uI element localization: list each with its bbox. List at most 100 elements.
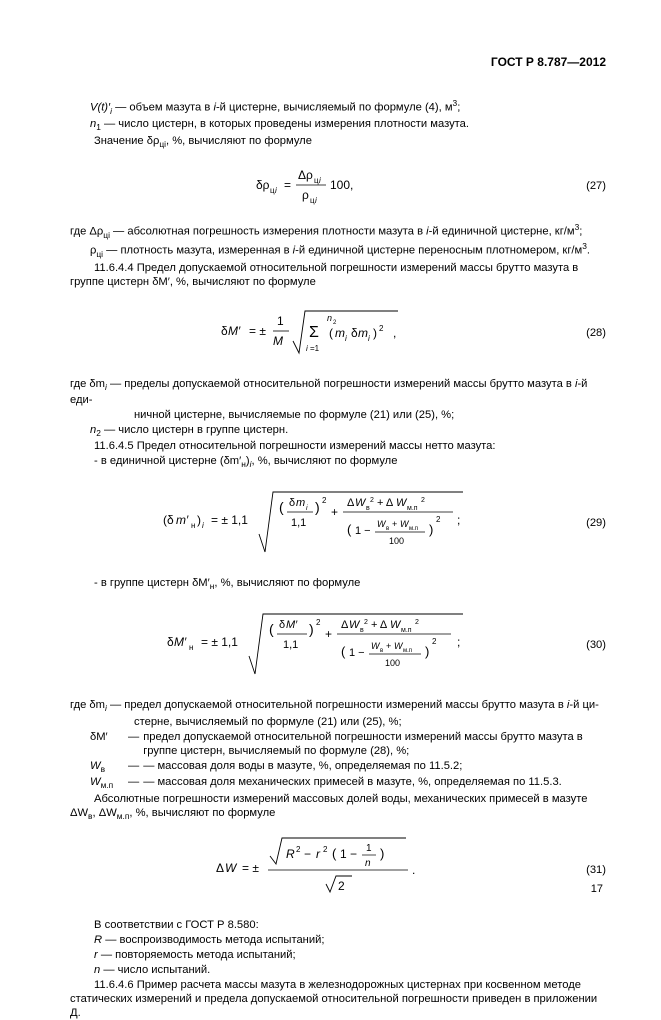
where5-l2: δM′ — предел допускаемой относительной п… — [70, 730, 606, 758]
equation-29-number: (29) — [566, 516, 606, 530]
clause-11-6-4-5: 11.6.4.5 Предел относительной погрешност… — [70, 439, 606, 453]
where-delta-rho: где Δρцi — абсолютная погрешность измере… — [70, 222, 606, 240]
svg-text:n: n — [365, 858, 371, 869]
svg-text:ρ: ρ — [302, 188, 309, 202]
svg-text:i: i — [368, 334, 370, 343]
svg-text:м.п: м.п — [403, 648, 412, 654]
svg-text:δ: δ — [351, 326, 358, 340]
svg-text:δ: δ — [279, 619, 285, 631]
svg-text:2: 2 — [432, 637, 437, 646]
gost-ref: В соответствии с ГОСТ Р 8.580: — [70, 918, 606, 932]
svg-text:Δ: Δ — [341, 619, 349, 631]
where5-l3: Wв — — массовая доля воды в мазуте, %, о… — [70, 759, 606, 775]
svg-text:(: ( — [347, 522, 352, 537]
def-r: r — повторяемость метода испытаний; — [70, 948, 606, 962]
equation-29: (δm′н)i = ± 1,1 ( δmi 1,1 )2 + ΔWв2 + ΔW… — [70, 482, 566, 564]
equation-28-number: (28) — [566, 326, 606, 340]
svg-text:в: в — [380, 648, 383, 654]
svg-text:W: W — [225, 861, 238, 875]
doc-header: ГОСТ Р 8.787—2012 — [70, 55, 606, 70]
svg-text:= ±: = ± — [249, 324, 266, 338]
svg-text:i: i — [319, 176, 321, 185]
svg-text:;: ; — [457, 513, 460, 527]
equation-29-row: (δm′н)i = ± 1,1 ( δmi 1,1 )2 + ΔWв2 + ΔW… — [70, 482, 606, 564]
svg-text:(: ( — [341, 644, 346, 659]
svg-text:в: в — [366, 505, 370, 512]
svg-text:2: 2 — [323, 845, 328, 854]
svg-text:2: 2 — [370, 497, 374, 504]
svg-text:+: + — [325, 627, 332, 641]
svg-text:=1: =1 — [310, 344, 320, 353]
svg-text:Δρ: Δρ — [298, 168, 313, 182]
equation-31-row: ΔW = ± R2 − r2 ( 1 − 1 n ) 2 . (3 — [70, 834, 606, 906]
svg-text:100,: 100, — [330, 178, 353, 192]
single-tank-intro: - в единичной цистерне (δm′н)i, %, вычис… — [70, 454, 606, 470]
svg-text:в: в — [360, 627, 364, 634]
svg-text:1: 1 — [366, 843, 372, 854]
svg-text:2: 2 — [296, 845, 301, 854]
svg-text:δ: δ — [289, 497, 295, 509]
where-rho: ρцi — плотность мазута, измеренная в i-й… — [70, 241, 606, 259]
where5-l4: Wм.п — — массовая доля механических прим… — [70, 775, 606, 791]
svg-text:m: m — [296, 497, 305, 509]
equation-27-number: (27) — [566, 179, 606, 193]
clause-11-6-4-4: 11.6.4.4 Предел допускаемой относительно… — [70, 261, 606, 289]
clause-11-6-4-6: 11.6.4.6 Пример расчета массы мазута в ж… — [70, 978, 606, 1020]
svg-text:Δ: Δ — [347, 497, 355, 509]
svg-text:в: в — [386, 526, 389, 532]
def-delta-rho-intro: Значение δρцi, %, вычисляют по формуле — [70, 134, 606, 150]
svg-text:(: ( — [329, 326, 333, 340]
where5-l1-cont: стерне, вычисляемый по формуле (21) или … — [70, 715, 606, 729]
svg-text:;: ; — [457, 635, 460, 649]
svg-text:1 −: 1 − — [349, 647, 365, 659]
svg-text:δρ: δρ — [256, 178, 270, 192]
svg-text:м.п: м.п — [401, 627, 412, 634]
svg-text:2: 2 — [364, 619, 368, 626]
svg-text:M′: M′ — [228, 324, 241, 338]
page-number: 17 — [591, 883, 603, 897]
svg-text:,: , — [393, 326, 396, 340]
svg-text:2: 2 — [338, 879, 345, 893]
svg-text:1 −: 1 − — [355, 525, 371, 537]
equation-30: δM′н = ± 1,1 ( δM′ 1,1 )2 + ΔWв2 + ΔWм.п… — [70, 604, 566, 686]
svg-text:δ: δ — [221, 324, 228, 338]
svg-text:2: 2 — [322, 496, 327, 505]
svg-text:(: ( — [279, 499, 284, 515]
svg-text:(: ( — [332, 846, 337, 861]
svg-text:m: m — [358, 326, 368, 340]
svg-text:M′: M′ — [174, 635, 187, 649]
svg-text:i: i — [202, 521, 204, 530]
svg-text:): ) — [380, 846, 384, 861]
def-n: n — число испытаний. — [70, 963, 606, 977]
svg-text:): ) — [309, 621, 314, 637]
svg-text:i: i — [306, 344, 308, 353]
svg-text:2: 2 — [379, 324, 384, 333]
svg-text:): ) — [197, 513, 201, 527]
svg-text:M′: M′ — [286, 619, 298, 631]
svg-text:Σ: Σ — [309, 324, 319, 341]
svg-text:): ) — [425, 644, 429, 659]
svg-text:1,1: 1,1 — [291, 517, 306, 529]
svg-text:.: . — [412, 863, 415, 877]
svg-text:M: M — [273, 334, 283, 348]
svg-text:2: 2 — [436, 515, 441, 524]
equation-28: δM′ = ± 1 M n2 Σ i=1 (miδmi)2 , — [70, 301, 566, 365]
where-n2: n2 — число цистерн в группе цистерн. — [70, 423, 606, 439]
svg-text:+: + — [331, 505, 338, 519]
equation-27-row: δρцi = Δρцi ρцi 100, (27) — [70, 162, 606, 210]
svg-text:= ±: = ± — [242, 861, 259, 875]
svg-text:m: m — [335, 326, 345, 340]
svg-text:м.п: м.п — [409, 526, 418, 532]
svg-text:н: н — [189, 643, 193, 652]
def-n1: n1 — число цистерн, в которых проведены … — [70, 117, 606, 133]
svg-text:): ) — [429, 522, 433, 537]
svg-text:m′: m′ — [176, 513, 189, 527]
svg-text:+: + — [386, 641, 391, 651]
svg-text:r: r — [316, 847, 321, 861]
svg-text:i: i — [315, 196, 317, 205]
svg-text:1: 1 — [277, 314, 284, 328]
where-delta-mi: где δmi — пределы допускаемой относитель… — [70, 377, 606, 407]
page-container: ГОСТ Р 8.787—2012 V(t)′i — объем мазута … — [0, 0, 661, 935]
svg-text:δ: δ — [167, 635, 174, 649]
svg-text:): ) — [373, 326, 377, 340]
